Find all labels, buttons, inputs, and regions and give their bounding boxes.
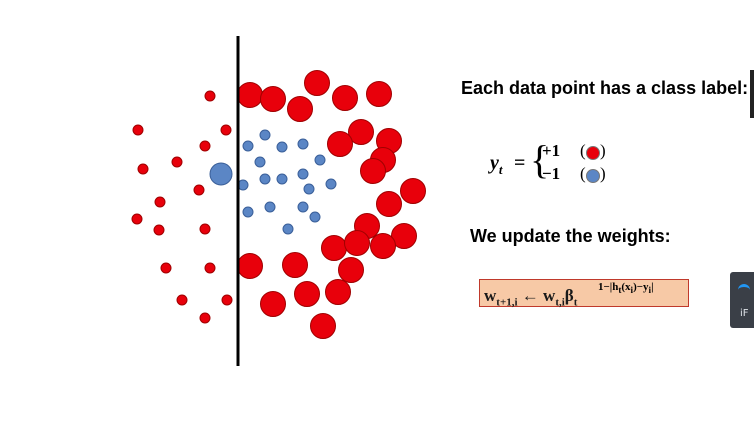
red-point [137, 163, 149, 175]
blue-point [259, 173, 271, 185]
red-point-large [237, 253, 263, 279]
red-point-large [321, 235, 347, 261]
red-point [171, 156, 183, 168]
red-point-large [400, 178, 426, 204]
eq-case-negative: −1 [542, 164, 561, 183]
class-label-equation: yt = { +1 −1 ( ) ( ) [488, 137, 618, 186]
eq-case-positive: +1 [542, 141, 561, 160]
eq-equals: = [514, 152, 526, 174]
eq-brace: { [530, 137, 550, 182]
red-point-large [338, 257, 364, 283]
red-point-large [360, 158, 386, 184]
formula-text: wt+1,i ← wt,iβt [484, 286, 578, 309]
red-point-large [310, 313, 336, 339]
floating-side-widget[interactable]: iF [730, 272, 754, 328]
red-point [160, 262, 172, 274]
update-weights-heading: We update the weights: [470, 226, 671, 246]
red-point [204, 262, 216, 274]
red-point-large [294, 281, 320, 307]
loading-ring-icon [738, 284, 750, 293]
paren-close-1: ) [600, 141, 606, 160]
blue-point [303, 183, 315, 195]
red-point [220, 124, 232, 136]
red-point [193, 184, 205, 196]
red-point-large [327, 131, 353, 157]
red-point-large [370, 233, 396, 259]
blue-point [297, 201, 309, 213]
right-edge-bar [750, 70, 754, 118]
red-point [132, 124, 144, 136]
red-class-dot-icon [586, 146, 600, 160]
blue-point [264, 201, 276, 213]
blue-point [282, 223, 294, 235]
blue-point [314, 154, 326, 166]
blue-point [276, 141, 288, 153]
blue-class-dot-icon [586, 169, 600, 183]
paren-open-1: ( [580, 141, 586, 160]
red-point-large [287, 96, 313, 122]
weight-update-formula: wt+1,i ← wt,iβt 1−|ht(xi)−yi| [479, 279, 689, 309]
blue-point [276, 173, 288, 185]
red-point-large [237, 82, 263, 108]
red-point-large [260, 86, 286, 112]
red-point-large [260, 291, 286, 317]
blue-point [325, 178, 337, 190]
blue-point [254, 156, 266, 168]
red-point-large [304, 70, 330, 96]
red-point-large [332, 85, 358, 111]
paren-open-2: ( [580, 164, 586, 183]
red-point-large [391, 223, 417, 249]
red-point [199, 140, 211, 152]
blue-point-large [209, 162, 233, 186]
red-point [154, 196, 166, 208]
red-point [176, 294, 188, 306]
paren-close-2: ) [600, 164, 606, 183]
red-point [221, 294, 233, 306]
red-point-large [376, 191, 402, 217]
red-point [199, 223, 211, 235]
red-point-large [348, 119, 374, 145]
blue-point [259, 129, 271, 141]
red-point [131, 213, 143, 225]
red-point-large [282, 252, 308, 278]
blue-point [297, 138, 309, 150]
red-point-large [344, 230, 370, 256]
blue-point [297, 168, 309, 180]
class-label-heading: Each data point has a class label: [461, 78, 749, 98]
blue-point [242, 140, 254, 152]
red-point [153, 224, 165, 236]
red-point [199, 312, 211, 324]
blue-point [309, 211, 321, 223]
eq-lhs: yt [490, 152, 503, 177]
red-point [204, 90, 216, 102]
formula-exponent: 1−|ht(xi)−yi| [598, 281, 654, 296]
side-widget-label: iF [740, 308, 749, 319]
blue-point [242, 206, 254, 218]
red-point-large [366, 81, 392, 107]
red-point-large [325, 279, 351, 305]
